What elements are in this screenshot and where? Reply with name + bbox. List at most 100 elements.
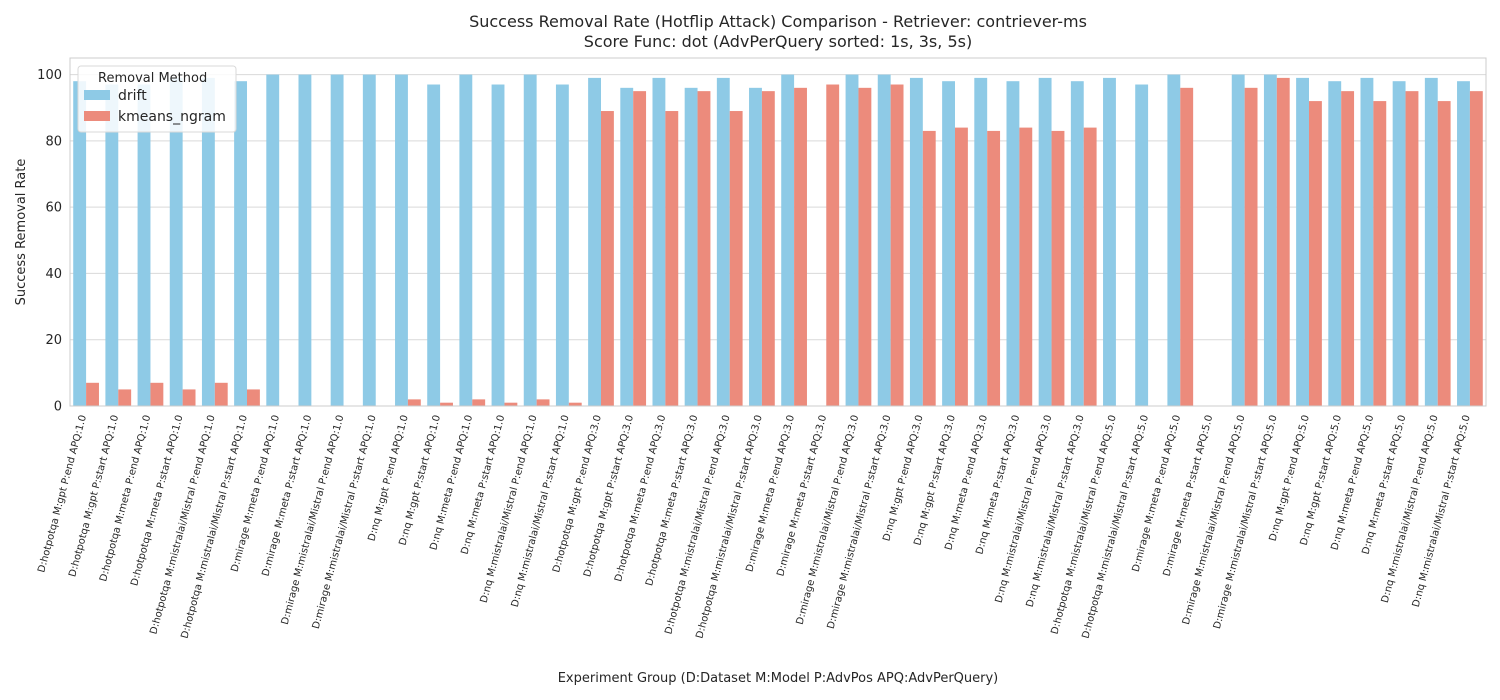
bar-drift bbox=[1263, 74, 1277, 407]
bar-kmeans-ngram bbox=[697, 91, 711, 407]
bar-drift bbox=[1296, 77, 1309, 406]
x-tick-label: D:nq M:mistralai/Mistral P:start APQ:1.0 bbox=[510, 414, 572, 609]
x-tick-label: D:hotpotqa M:mistralai/Mistral P:start A… bbox=[179, 414, 249, 640]
bar-kmeans-ngram bbox=[1276, 77, 1290, 406]
x-tick-label: D:hotpotqa M:mistralai/Mistral P:end APQ… bbox=[148, 414, 217, 636]
x-axis-label: Experiment Group (D:Dataset M:Model P:Ad… bbox=[558, 671, 999, 686]
bar-kmeans-ngram bbox=[1244, 87, 1258, 406]
bar-kmeans-ngram bbox=[1083, 127, 1097, 406]
bar-drift bbox=[909, 77, 923, 406]
bar-drift bbox=[73, 81, 87, 406]
x-tick-label: D:hotpotqa M:mistralai/Mistral P:end APQ… bbox=[663, 414, 732, 636]
legend-swatch-drift bbox=[84, 90, 110, 100]
x-tick-labels: D:hotpotqa M:gpt P:end APQ:1.0D:hotpotqa… bbox=[36, 414, 1473, 640]
bar-kmeans-ngram bbox=[601, 111, 614, 407]
legend: Removal Method drift kmeans_ngram bbox=[77, 65, 237, 133]
bar-kmeans-ngram bbox=[1373, 101, 1387, 406]
bar-drift bbox=[1328, 81, 1342, 406]
legend-label-drift: drift bbox=[118, 88, 147, 104]
chart-title: Success Removal Rate (Hotflip Attack) Co… bbox=[469, 12, 1087, 31]
bar-kmeans-ngram bbox=[633, 91, 647, 407]
bar-kmeans-ngram bbox=[214, 382, 228, 406]
bar-drift bbox=[877, 74, 891, 407]
x-tick-label: D:hotpotqa M:mistralai/Mistral P:end APQ… bbox=[1050, 414, 1119, 636]
bar-drift bbox=[588, 77, 601, 406]
x-tick-label: D:mirage M:mistralai/Mistral P:start APQ… bbox=[1212, 414, 1280, 630]
bar-drift bbox=[555, 84, 569, 406]
x-tick-label: D:mirage M:mistralai/Mistral P:end APQ:3… bbox=[795, 414, 862, 626]
bar-drift bbox=[1135, 84, 1149, 406]
x-tick-label: D:nq M:mistralai/Mistral P:start APQ:5.0 bbox=[1411, 414, 1473, 609]
bar-kmeans-ngram bbox=[665, 111, 679, 407]
bar-drift bbox=[234, 81, 247, 406]
bar-kmeans-ngram bbox=[1341, 91, 1355, 407]
bars bbox=[73, 74, 1483, 407]
bar-drift bbox=[427, 84, 441, 406]
bar-kmeans-ngram bbox=[1180, 87, 1194, 406]
bar-drift bbox=[105, 84, 119, 406]
bar-kmeans-ngram bbox=[118, 389, 132, 406]
x-tick-label: D:nq M:mistralai/Mistral P:start APQ:3.0 bbox=[1025, 414, 1087, 609]
bar-drift bbox=[395, 74, 408, 407]
bar-drift bbox=[266, 74, 280, 407]
bar-drift bbox=[749, 87, 762, 406]
bar-kmeans-ngram bbox=[794, 87, 807, 406]
bar-kmeans-ngram bbox=[987, 130, 1001, 406]
bar-drift bbox=[491, 84, 505, 406]
bar-kmeans-ngram bbox=[86, 382, 99, 406]
bar-drift bbox=[1231, 74, 1245, 407]
bar-kmeans-ngram bbox=[1437, 101, 1451, 406]
bar-kmeans-ngram bbox=[890, 84, 904, 406]
bar-drift bbox=[1103, 77, 1116, 406]
bar-kmeans-ngram bbox=[440, 402, 453, 406]
bar-drift bbox=[974, 77, 988, 406]
x-tick-label: D:mirage M:mistralai/Mistral P:end APQ:1… bbox=[280, 414, 347, 626]
bar-kmeans-ngram bbox=[536, 399, 550, 406]
bar-kmeans-ngram bbox=[150, 382, 164, 406]
bar-kmeans-ngram bbox=[472, 399, 486, 406]
x-tick-label: D:mirage M:mistralai/Mistral P:start APQ… bbox=[311, 414, 379, 630]
bar-drift bbox=[620, 87, 634, 406]
bar-drift bbox=[942, 81, 955, 406]
bar-drift bbox=[1424, 77, 1438, 406]
chart-subtitle: Score Func: dot (AdvPerQuery sorted: 1s,… bbox=[583, 32, 973, 51]
x-tick-label: D:nq M:mistralai/Mistral P:end APQ:1.0 bbox=[479, 414, 540, 604]
bar-drift bbox=[684, 87, 698, 406]
y-tick-label: 100 bbox=[37, 68, 62, 83]
bar-kmeans-ngram bbox=[826, 84, 840, 406]
bar-drift bbox=[459, 74, 473, 407]
y-tick-label: 80 bbox=[45, 134, 62, 149]
bar-drift bbox=[1167, 74, 1181, 407]
bar-drift bbox=[362, 74, 376, 407]
plot-frame bbox=[69, 57, 1487, 407]
bar-drift bbox=[201, 77, 215, 406]
bar-kmeans-ngram bbox=[1405, 91, 1419, 407]
bar-kmeans-ngram bbox=[504, 402, 518, 406]
x-tick-label: D:mirage M:mistralai/Mistral P:end APQ:5… bbox=[1181, 414, 1248, 626]
bar-drift bbox=[845, 74, 859, 407]
bar-drift bbox=[137, 84, 151, 406]
legend-title: Removal Method bbox=[98, 71, 207, 86]
x-tick-label: D:hotpotqa M:mistralai/Mistral P:start A… bbox=[694, 414, 764, 640]
bar-drift bbox=[1070, 81, 1084, 406]
y-tick-label: 40 bbox=[45, 267, 62, 282]
bar-kmeans-ngram bbox=[1019, 127, 1033, 406]
bar-kmeans-ngram bbox=[761, 91, 775, 407]
bar-drift bbox=[1038, 77, 1052, 406]
bar-drift bbox=[1392, 81, 1406, 406]
bar-kmeans-ngram bbox=[1469, 91, 1483, 407]
bar-drift bbox=[330, 74, 344, 407]
chart-title-block: Success Removal Rate (Hotflip Attack) Co… bbox=[0, 12, 1500, 52]
bar-kmeans-ngram bbox=[1051, 130, 1065, 406]
bar-kmeans-ngram bbox=[922, 130, 936, 406]
legend-box bbox=[77, 65, 237, 133]
legend-label-kmeans-ngram: kmeans_ngram bbox=[118, 109, 226, 125]
legend-swatch-kmeans-ngram bbox=[84, 111, 110, 121]
x-tick-label: D:hotpotqa M:mistralai/Mistral P:start A… bbox=[1081, 414, 1151, 640]
bar-kmeans-ngram bbox=[729, 111, 743, 407]
bar-drift bbox=[298, 74, 312, 407]
y-tick-label: 0 bbox=[54, 400, 62, 415]
y-tick-label: 20 bbox=[45, 333, 62, 348]
y-tick-label: 60 bbox=[45, 201, 62, 216]
